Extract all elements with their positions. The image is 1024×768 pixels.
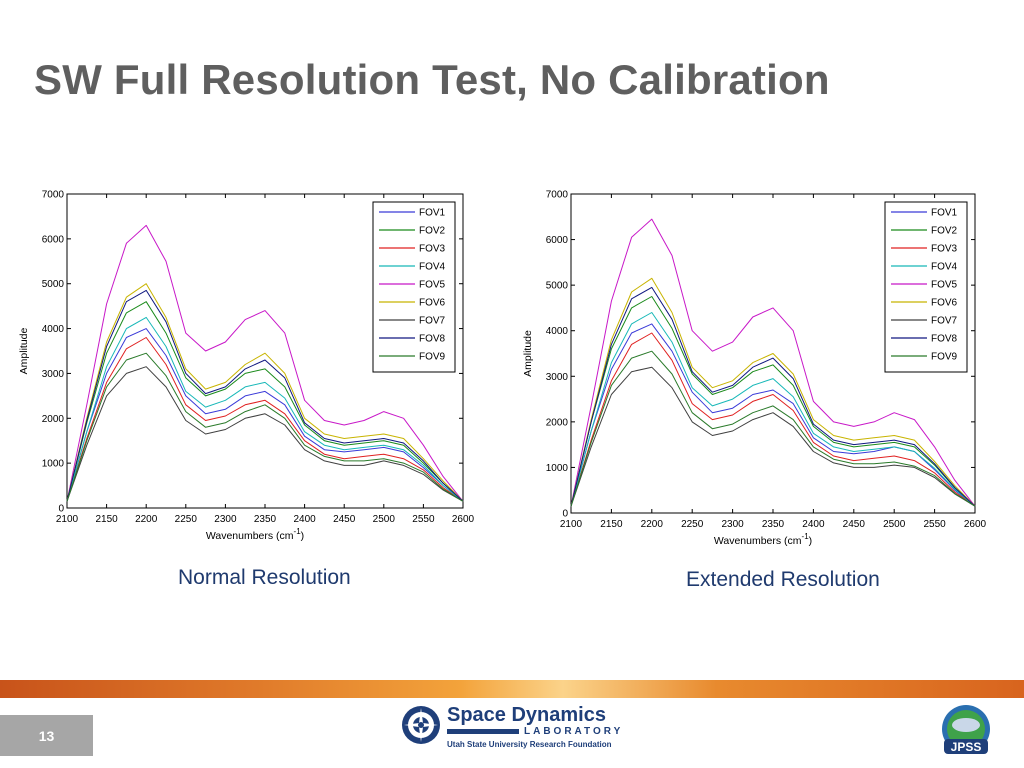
chart2-ytick-label: 1000 <box>546 463 569 474</box>
left-chart: 2100 2150 2200 2250 2300 2350 2400 2450 2500 2550… <box>10 183 480 553</box>
right-chart-caption: Extended Resolution <box>686 568 880 591</box>
chart1-ytick-label: 4000 <box>42 324 65 335</box>
chart1-legend-label-fov1: FOV1 <box>419 208 446 219</box>
chart1-series-line-fov2 <box>66 301 464 502</box>
chart1-legend-label-fov6: FOV6 <box>419 298 446 309</box>
chart2-legend-label-fov3: FOV3 <box>931 244 958 255</box>
chart1-xtick-label: 2400 <box>293 514 316 525</box>
chart2-x-axis-label-sup: -1 <box>802 532 810 541</box>
chart1-legend-label-fov7: FOV7 <box>419 316 446 327</box>
chart1-x-axis-label: Wavenumbers (cm-1) <box>206 527 304 542</box>
chart2-ytick-label: 6000 <box>546 235 569 246</box>
logo-underline <box>447 729 519 734</box>
chart1-series-line-fov4 <box>66 316 464 502</box>
chart2-legend-label-fov2: FOV2 <box>931 226 958 237</box>
chart1-xtick-label: 2250 <box>175 514 198 525</box>
chart1-x-axis-label-sup: -1 <box>294 527 302 536</box>
chart1-x-axis-label-close: ) <box>301 530 305 542</box>
chart1-xtick-label: 2500 <box>373 514 396 525</box>
chart1-xtick-label: 2350 <box>254 514 277 525</box>
chart1-xtick-label: 2450 <box>333 514 356 525</box>
chart2-xtick-label: 2500 <box>883 519 906 530</box>
chart2-series-line-fov2 <box>570 296 976 507</box>
footer-decorative-band <box>0 680 1024 698</box>
chart2-xtick-label: 2400 <box>802 519 825 530</box>
page-number-box: 13 <box>0 715 93 756</box>
chart1-ytick-label: 1000 <box>42 459 65 470</box>
chart1-xtick-label: 2200 <box>135 514 158 525</box>
chart1-ytick-label: 6000 <box>42 234 65 245</box>
chart1-xtick-label: 2150 <box>95 514 118 525</box>
chart1-series-line-fov6 <box>66 283 464 502</box>
chart1-legend-label-fov8: FOV8 <box>419 334 446 345</box>
logo-sub-text: LABORATORY <box>524 726 624 737</box>
chart1-y-axis-label: Amplitude <box>18 328 30 375</box>
chart2-ytick-label: 2000 <box>546 417 569 428</box>
chart2-series-line-fov6 <box>570 277 976 507</box>
chart2-ytick-label: 5000 <box>546 281 569 292</box>
chart2-xtick-label: 2300 <box>721 519 744 530</box>
sdl-emblem-icon <box>402 706 440 744</box>
jpss-logo: JPSS <box>942 705 990 754</box>
chart2-legend-label-fov9: FOV9 <box>931 352 958 363</box>
slide-title: SW Full Resolution Test, No Calibration <box>34 56 830 103</box>
chart2-xtick-label: 2550 <box>923 519 946 530</box>
chart2-ytick-label: 7000 <box>546 190 569 201</box>
logo-main-text: Space Dynamics <box>447 704 606 726</box>
chart2-series-line-fov5 <box>570 218 976 507</box>
chart2-legend-label-fov5: FOV5 <box>931 280 958 291</box>
chart2-series-line-fov3 <box>570 332 976 507</box>
chart2-xtick-label: 2600 <box>964 519 987 530</box>
chart2-x-axis-label-close: ) <box>809 535 813 547</box>
chart1-legend-label-fov5: FOV5 <box>419 280 446 291</box>
chart2-xtick-label: 2100 <box>560 519 583 530</box>
chart1-xtick-label: 2100 <box>56 514 79 525</box>
chart1-legend-label-fov9: FOV9 <box>419 352 446 363</box>
chart2-legend-label-fov7: FOV7 <box>931 316 958 327</box>
chart2-xtick-label: 2250 <box>681 519 704 530</box>
right-chart: 2100 2150 2200 2250 2300 2350 2400 2450 2500 2550… <box>515 183 995 558</box>
jpss-logo-text: JPSS <box>951 740 982 754</box>
chart1-ytick-label: 7000 <box>42 190 65 201</box>
space-dynamics-logo: Space Dynamics LABORATORY Utah State Uni… <box>400 702 630 758</box>
chart2-y-axis-label: Amplitude <box>522 330 534 377</box>
chart2-series-line-fov7 <box>570 366 976 507</box>
chart1-legend-label-fov4: FOV4 <box>419 262 446 273</box>
chart1-ytick-label: 5000 <box>42 279 65 290</box>
chart2-ytick-label: 4000 <box>546 326 569 337</box>
chart2-x-axis-label: Wavenumbers (cm-1) <box>714 532 812 547</box>
chart2-legend-label-fov4: FOV4 <box>931 262 958 273</box>
chart1-legend-label-fov2: FOV2 <box>419 226 446 237</box>
chart1-xtick-label: 2550 <box>412 514 435 525</box>
chart2-series-line-fov9 <box>570 350 976 507</box>
chart1-series-line-fov5 <box>66 224 464 502</box>
chart2-x-axis-label-main: Wavenumbers (cm <box>714 535 802 547</box>
chart2-series-line-fov4 <box>570 312 976 507</box>
chart1-xtick-label: 2300 <box>214 514 237 525</box>
chart1-series-line-fov3 <box>66 337 464 502</box>
chart1-ytick-label: 3000 <box>42 369 65 380</box>
chart2-xtick-label: 2350 <box>762 519 785 530</box>
logo-org-text: Utah State University Research Foundatio… <box>447 740 612 749</box>
chart2-ytick-label: 0 <box>562 509 568 520</box>
chart1-x-axis-label-main: Wavenumbers (cm <box>206 530 294 542</box>
chart2-ytick-label: 3000 <box>546 372 569 383</box>
page-number: 13 <box>38 727 55 744</box>
chart1-series-line-fov7 <box>66 366 464 502</box>
left-chart-caption: Normal Resolution <box>178 566 351 589</box>
chart2-xtick-label: 2150 <box>600 519 623 530</box>
chart1-ytick-label: 0 <box>58 504 64 515</box>
chart1-xtick-label: 2600 <box>452 514 475 525</box>
chart2-xtick-label: 2200 <box>641 519 664 530</box>
chart2-series-line-fov8 <box>570 286 976 507</box>
chart1-legend-label-fov3: FOV3 <box>419 244 446 255</box>
chart2-legend-label-fov8: FOV8 <box>931 334 958 345</box>
chart2-xtick-label: 2450 <box>843 519 866 530</box>
chart2-legend-label-fov6: FOV6 <box>931 298 958 309</box>
chart1-series-line-fov1 <box>66 328 464 502</box>
chart1-series-line-fov9 <box>66 352 464 502</box>
chart2-legend-label-fov1: FOV1 <box>931 208 958 219</box>
chart1-series-line-fov8 <box>66 289 464 502</box>
chart1-ytick-label: 2000 <box>42 414 65 425</box>
